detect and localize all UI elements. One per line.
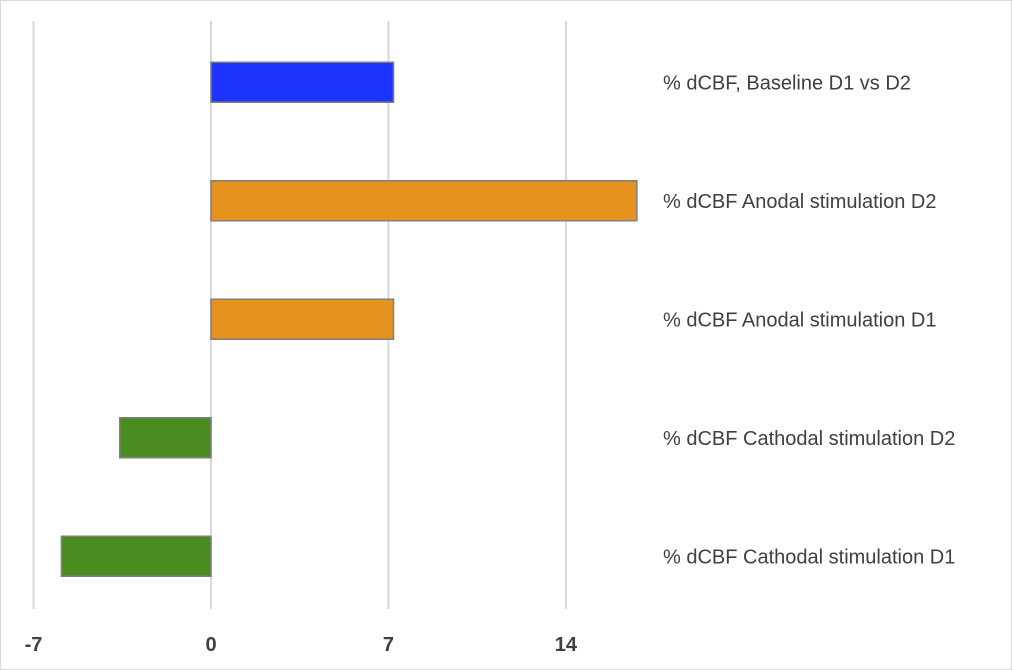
category-label-3: % dCBF Cathodal stimulation D2 bbox=[663, 428, 955, 450]
category-label-0: % dCBF, Baseline D1 vs D2 bbox=[663, 72, 911, 94]
x-tick-label-0: -7 bbox=[25, 634, 43, 656]
category-label-2: % dCBF Anodal stimulation D1 bbox=[663, 309, 936, 331]
category-label-4: % dCBF Cathodal stimulation D1 bbox=[663, 546, 955, 568]
bar-0 bbox=[210, 61, 395, 103]
x-tick-label-3: 14 bbox=[555, 634, 578, 656]
bar-3 bbox=[118, 417, 212, 459]
x-tick-label-1: 0 bbox=[205, 634, 216, 656]
bar-1 bbox=[210, 180, 638, 222]
bar-4 bbox=[60, 535, 212, 577]
bar-2 bbox=[210, 298, 395, 340]
x-tick-label-2: 7 bbox=[383, 634, 394, 656]
category-label-1: % dCBF Anodal stimulation D2 bbox=[663, 191, 936, 213]
